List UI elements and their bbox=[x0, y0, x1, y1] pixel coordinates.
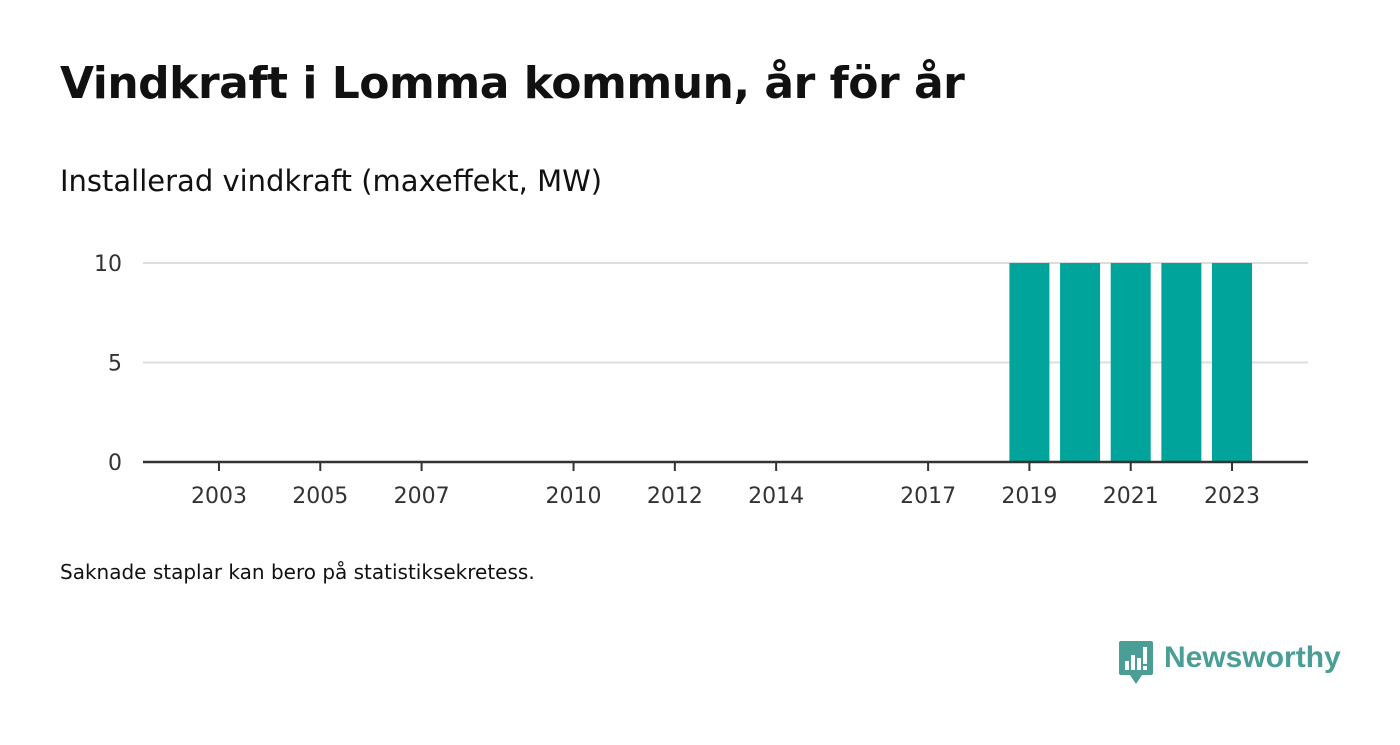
y-gridlines bbox=[143, 262, 1308, 364]
bar bbox=[1161, 263, 1202, 462]
x-tick-label: 2023 bbox=[1204, 484, 1260, 509]
bar bbox=[1060, 263, 1101, 462]
x-tick-marks bbox=[217, 462, 1234, 471]
bar bbox=[1009, 263, 1050, 462]
brand-name: Newsworthy bbox=[1164, 641, 1341, 674]
brand-logo: Newsworthy bbox=[1118, 640, 1341, 686]
x-tick-label: 2010 bbox=[546, 484, 602, 509]
newsworthy-logo-icon bbox=[1119, 641, 1153, 684]
x-tick-label: 2005 bbox=[292, 484, 348, 509]
chart-title: Vindkraft i Lomma kommun, år för år bbox=[60, 58, 965, 109]
y-tick-labels: 0 5 10 bbox=[94, 252, 122, 476]
footnote: Saknade staplar kan bero på statistiksek… bbox=[60, 560, 535, 584]
x-tick-label: 2007 bbox=[394, 484, 450, 509]
y-tick-label: 10 bbox=[94, 252, 122, 277]
y-tick-label: 5 bbox=[108, 352, 122, 377]
bars bbox=[1009, 263, 1253, 462]
x-tick-label: 2014 bbox=[748, 484, 804, 509]
x-tick-label: 2019 bbox=[1001, 484, 1057, 509]
x-tick-label: 2003 bbox=[191, 484, 247, 509]
y-tick-label: 0 bbox=[108, 451, 122, 476]
bar bbox=[1212, 263, 1253, 462]
x-tick-labels: 2003 2005 2007 2010 2012 2014 2017 2019 2021 2023 bbox=[191, 484, 1260, 509]
bar bbox=[1110, 263, 1151, 462]
x-tick-label: 2021 bbox=[1103, 484, 1159, 509]
x-tick-label: 2012 bbox=[647, 484, 703, 509]
chart-subtitle: Installerad vindkraft (maxeffekt, MW) bbox=[60, 164, 603, 198]
x-tick-label: 2017 bbox=[900, 484, 956, 509]
